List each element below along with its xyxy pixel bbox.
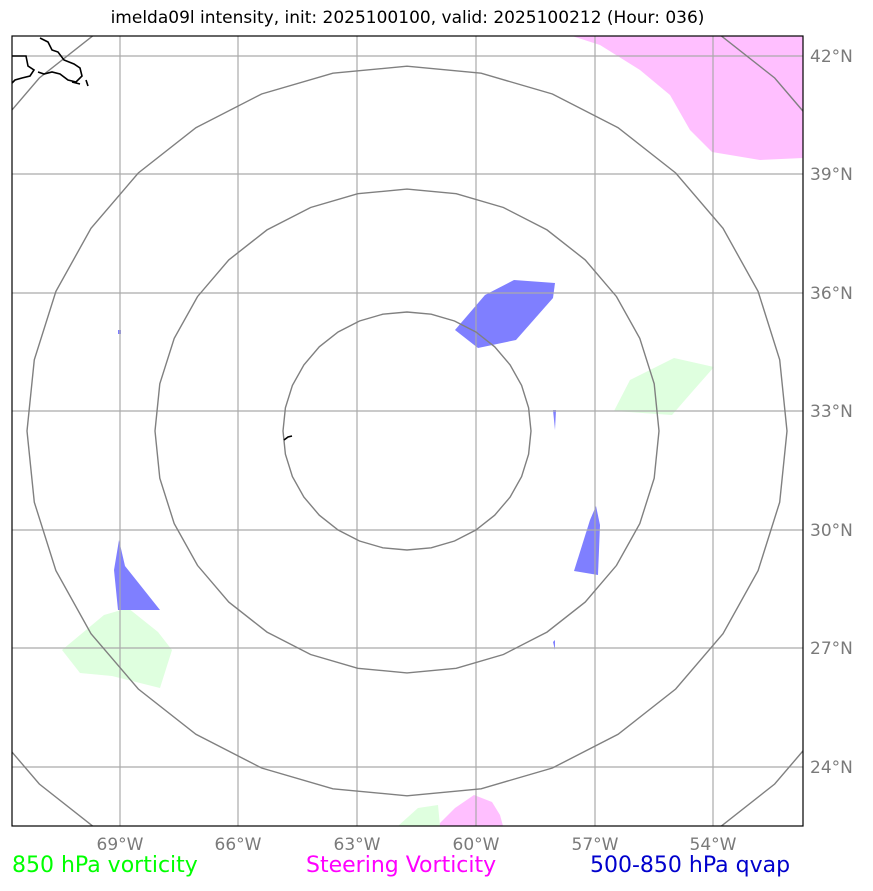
legend-qvap: 500-850 hPa qvap [590, 853, 791, 878]
coastline-islands [71, 79, 89, 87]
qvap-patch-southeast [574, 506, 600, 575]
lat-tick-label: 24°N [810, 758, 853, 778]
qvap-patch-west [114, 540, 160, 610]
coastline [12, 37, 293, 441]
lat-tick-label: 27°N [810, 639, 853, 659]
lat-tick-label: 39°N [810, 165, 853, 185]
lat-tick-label: 30°N [810, 521, 853, 541]
coastline-bermuda [283, 435, 293, 441]
plot-frame [11, 35, 804, 827]
steering-vorticity-patch-s [437, 795, 503, 826]
lon-tick-labels: 69°W 66°W 63°W 60°W 57°W 54°W [97, 835, 737, 855]
steering-vorticity-patch-ne [572, 36, 803, 160]
steering-vorticity-field [437, 36, 803, 826]
lon-tick-label: 54°W [690, 835, 737, 855]
lat-tick-label: 42°N [810, 47, 853, 67]
qvap-field [114, 280, 600, 650]
lat-tick-label: 33°N [810, 402, 853, 422]
graticule [12, 36, 803, 826]
range-ring-1 [282, 311, 532, 551]
lon-tick-label: 57°W [572, 835, 619, 855]
range-ring-3 [26, 65, 788, 797]
lon-tick-label: 60°W [453, 835, 500, 855]
map-title: imelda09l intensity, init: 2025100100, v… [110, 8, 705, 28]
lat-tick-labels: 42°N 39°N 36°N 33°N 30°N 27°N 24°N [810, 47, 853, 778]
lon-tick-label: 66°W [215, 835, 262, 855]
coastline-new-england [12, 55, 36, 84]
lon-tick-label: 69°W [97, 835, 144, 855]
coastline-cape-cod [37, 37, 83, 83]
vort850-patch-east [614, 358, 714, 415]
range-ring-2 [154, 188, 660, 674]
plot-area [12, 36, 803, 826]
qvap-patch-north [455, 280, 555, 348]
legend-steering-vorticity: Steering Vorticity [306, 853, 497, 878]
vort850-patch-south [398, 805, 440, 826]
lat-tick-label: 36°N [810, 284, 853, 304]
lon-tick-label: 63°W [334, 835, 381, 855]
legend-850-vorticity: 850 hPa vorticity [12, 853, 198, 878]
qvap-sliver-east [553, 410, 556, 430]
